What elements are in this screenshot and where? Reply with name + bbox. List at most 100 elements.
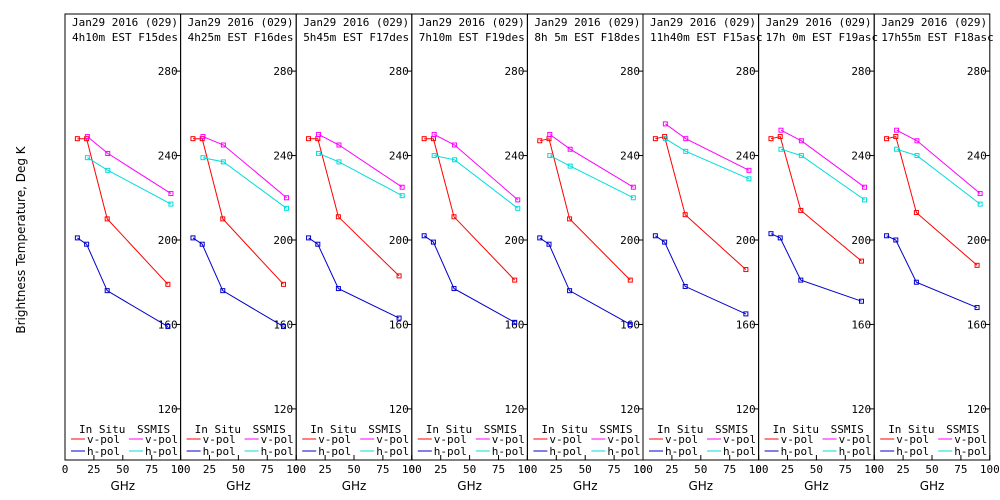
legend-header-insitu: In Situ <box>426 423 472 436</box>
x-tick-label: 50 <box>810 463 823 476</box>
data-point-insitu_v <box>512 277 518 283</box>
data-point-insitu_h <box>451 286 457 292</box>
series-ssmis_v <box>778 127 868 190</box>
y-tick-label: 240 <box>389 150 409 163</box>
x-tick-label: 100 <box>171 463 191 476</box>
series-ssmis_v <box>431 131 521 203</box>
legend-header-insitu: In Situ <box>773 423 819 436</box>
series-insitu_h <box>74 235 171 330</box>
legend-label-insitu_v: v-pol <box>434 433 467 446</box>
data-point-insitu_h <box>913 279 919 285</box>
data-point-insitu_h <box>798 277 804 283</box>
data-point-ssmis_v <box>567 146 573 152</box>
legend-label-insitu_v: v-pol <box>781 433 814 446</box>
data-point-insitu_v <box>74 136 80 142</box>
y-tick-label: 160 <box>967 318 987 331</box>
legend-label-insitu_h: h-pol <box>665 445 698 458</box>
legend-label-insitu_v: v-pol <box>896 433 929 446</box>
legend-header-insitu: In Situ <box>541 423 587 436</box>
x-tick-label: 100 <box>864 463 884 476</box>
legend-label-ssmis_h: h-pol <box>723 445 756 458</box>
panel-title-date: Jan29 2016 (029) <box>419 16 525 29</box>
series-line-ssmis_v <box>433 133 519 201</box>
x-tick-label: 0 <box>62 463 69 476</box>
x-tick-label: 100 <box>402 463 422 476</box>
y-tick-label: 200 <box>158 234 178 247</box>
series-insitu_v <box>306 136 402 279</box>
legend-label-insitu_v: v-pol <box>665 433 698 446</box>
series-line-insitu_h <box>77 237 169 328</box>
data-point-insitu_v <box>190 136 196 142</box>
panel-4: Jan29 2016 (029) 7h10m EST F19des 120 160 20… <box>408 13 537 493</box>
data-point-ssmis_h <box>746 176 752 182</box>
series-line-ssmis_v <box>202 136 287 199</box>
y-tick-label: 160 <box>389 318 409 331</box>
legend-label-ssmis_h: h-pol <box>376 445 409 458</box>
panel-8: Jan29 2016 (029) 17h55m EST F18asc 120 160 2… <box>871 13 1000 493</box>
x-tick-label: 75 <box>723 463 736 476</box>
series-line-ssmis_h <box>202 157 287 209</box>
x-tick-label: 25 <box>896 463 909 476</box>
x-axis-label: GHz <box>110 479 135 493</box>
data-point-insitu_h <box>743 311 749 317</box>
x-tick-label: 25 <box>665 463 678 476</box>
y-tick-label: 200 <box>505 234 525 247</box>
x-axis-label: GHz <box>573 479 598 493</box>
panel-title-time: 5h45m EST F17des <box>303 31 409 44</box>
legend-label-ssmis_h: h-pol <box>261 445 294 458</box>
series-line-insitu_h <box>886 235 978 309</box>
data-point-insitu_v <box>165 281 171 287</box>
data-point-insitu_h <box>884 233 890 239</box>
x-tick-label: 0 <box>177 463 184 476</box>
data-point-insitu_h <box>315 241 321 247</box>
y-tick-label: 160 <box>505 318 525 331</box>
data-point-insitu_v <box>682 212 688 218</box>
data-point-insitu_h <box>165 324 171 330</box>
legend-header-ssmis: SSMIS <box>946 423 979 436</box>
panel-title-time: 7h10m EST F19des <box>419 31 525 44</box>
panel-7: Jan29 2016 (029) 17h 0m EST F19asc 120 160 2… <box>755 13 884 493</box>
legend-label-ssmis_v: v-pol <box>492 433 525 446</box>
y-tick-label: 200 <box>389 234 409 247</box>
data-point-insitu_v <box>451 214 457 220</box>
x-tick-label: 50 <box>579 463 592 476</box>
data-point-insitu_h <box>768 231 774 237</box>
y-tick-label: 200 <box>736 234 756 247</box>
x-tick-label: 50 <box>232 463 245 476</box>
legend-label-ssmis_v: v-pol <box>261 433 294 446</box>
x-tick-label: 50 <box>694 463 707 476</box>
series-line-ssmis_v <box>87 136 172 195</box>
data-point-insitu_h <box>777 235 783 241</box>
series-ssmis_v <box>547 131 636 190</box>
y-axis-label: Brightness Temperature, Deg K <box>14 145 28 333</box>
x-tick-label: 100 <box>749 463 769 476</box>
data-point-ssmis_v <box>105 150 111 156</box>
data-point-ssmis_h <box>105 167 111 173</box>
series-line-insitu_v <box>308 138 400 277</box>
legend-header-ssmis: SSMIS <box>137 423 170 436</box>
panels-layer: Jan29 2016 (029) 4h10m EST F15des 120 160 20… <box>62 13 1000 493</box>
x-axis-label: GHz <box>457 479 482 493</box>
y-tick-label: 280 <box>158 65 178 78</box>
series-ssmis_h <box>316 150 405 199</box>
data-point-insitu_v <box>974 262 980 268</box>
panel-title-time: 4h10m EST F15des <box>72 31 178 44</box>
data-point-insitu_h <box>682 283 688 289</box>
y-tick-label: 120 <box>620 403 640 416</box>
x-tick-label: 75 <box>261 463 274 476</box>
legend-label-ssmis_h: h-pol <box>839 445 872 458</box>
y-tick-label: 280 <box>620 65 640 78</box>
data-point-ssmis_h <box>662 136 668 142</box>
data-point-ssmis_v <box>399 184 405 190</box>
x-tick-label: 0 <box>524 463 531 476</box>
x-axis-label: GHz <box>804 479 829 493</box>
x-tick-label: 75 <box>954 463 967 476</box>
data-point-ssmis_v <box>894 127 900 133</box>
series-line-insitu_v <box>539 138 631 281</box>
x-tick-label: 100 <box>980 463 1000 476</box>
series-ssmis_h <box>431 153 521 211</box>
y-tick-label: 280 <box>389 65 409 78</box>
series-line-ssmis_h <box>665 138 750 180</box>
